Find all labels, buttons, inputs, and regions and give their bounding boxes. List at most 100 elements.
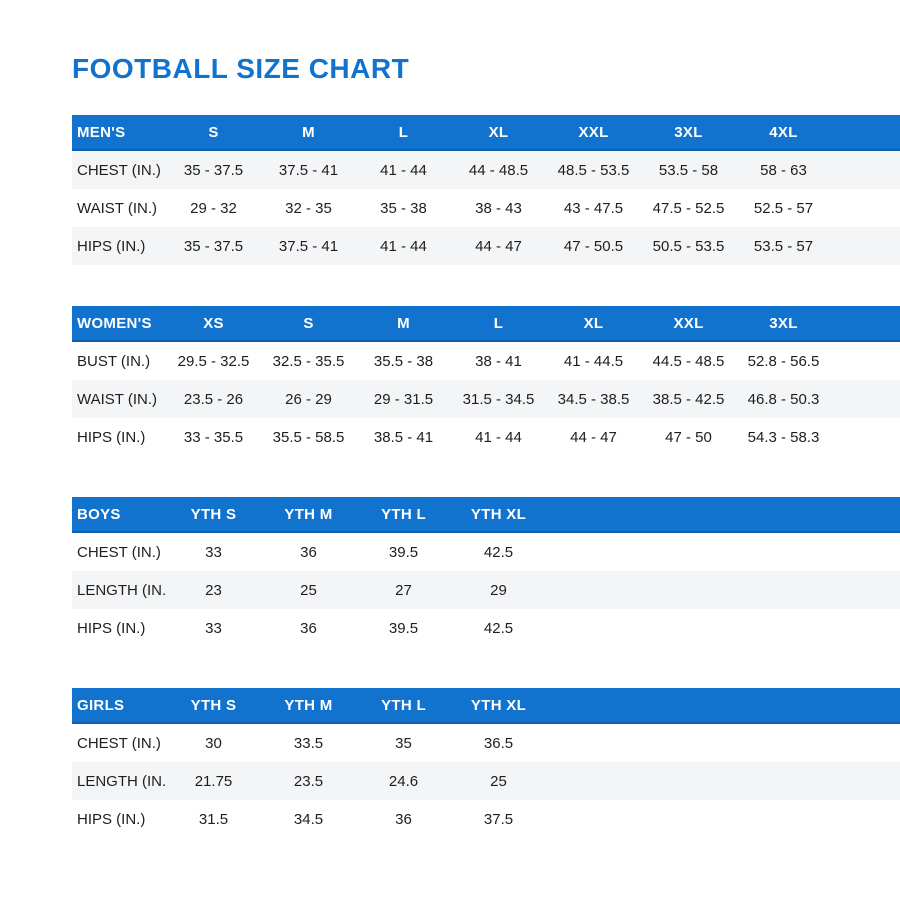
value-cell: 50.5 - 53.5 [652,237,725,255]
size-header-cell: M [302,123,315,141]
table-row: WAIST (IN.) 23.5 - 26 26 - 29 29 - 31.5 31.5… [72,380,900,418]
value-cell: 41 - 44 [475,428,522,446]
table-row: HIPS (IN.) 33 - 35.5 35.5 - 58.5 38.5 - 41 4… [72,418,900,456]
row-label: CHEST (IN.) [77,543,161,561]
value-cell: 36.5 [483,734,514,752]
table-header-row-boys: BOYS YTH S YTH M YTH L YTH XL [72,497,900,533]
value-cell: 53.5 - 57 [753,237,814,255]
size-table-mens: MEN'S S M L XL XXL 3XL 4XL CHEST (IN.) 35 - 37.5 3… [72,115,900,265]
value-cell: 58 - 63 [760,161,807,179]
value-cell: 33.5 [293,734,324,752]
value-cell: 47 - 50 [665,428,712,446]
size-header-cell: S [208,123,219,141]
table-header-row-mens: MEN'S S M L XL XXL 3XL 4XL [72,115,900,151]
value-cell: 44 - 47 [475,237,522,255]
size-header-cell: YTH XL [470,696,527,714]
value-cell: 52.5 - 57 [753,199,814,217]
value-cell: 54.3 - 58.3 [747,428,820,446]
tables-container: MEN'S S M L XL XXL 3XL 4XL CHEST (IN.) 35 - 37.5 3… [72,115,900,838]
value-cell: 29 [490,581,507,599]
row-label: HIPS (IN.) [77,810,146,828]
value-cell: 36 [300,543,317,561]
value-cell: 53.5 - 58 [658,161,719,179]
value-cell: 35.5 - 58.5 [272,428,345,446]
size-table-boys: BOYS YTH S YTH M YTH L YTH XL CHEST (IN.) 33 36… [72,497,900,647]
row-label: HIPS (IN.) [77,428,146,446]
value-cell: 44 - 48.5 [468,161,529,179]
value-cell: 41 - 44 [380,237,427,255]
row-label: LENGTH (IN.) [77,772,166,790]
value-cell: 27 [395,581,412,599]
value-cell: 38 - 41 [475,352,522,370]
value-cell: 38.5 - 42.5 [652,390,725,408]
value-cell: 31.5 - 34.5 [462,390,535,408]
value-cell: 43 - 47.5 [563,199,624,217]
value-cell: 29.5 - 32.5 [177,352,250,370]
value-cell: 41 - 44 [380,161,427,179]
value-cell: 30 [205,734,222,752]
size-header-cell: M [397,314,410,332]
value-cell: 46.8 - 50.3 [747,390,820,408]
value-cell: 48.5 - 53.5 [557,161,630,179]
row-label: CHEST (IN.) [77,734,161,752]
size-header-cell: XL [488,123,509,141]
value-cell: 36 [395,810,412,828]
table-row: CHEST (IN.) 33 36 39.5 42.5 [72,533,900,571]
value-cell: 38 - 43 [475,199,522,217]
size-header-cell: XL [583,314,604,332]
value-cell: 35.5 - 38 [373,352,434,370]
size-header-cell: 4XL [769,123,798,141]
value-cell: 44 - 47 [570,428,617,446]
value-cell: 41 - 44.5 [563,352,624,370]
table-row: HIPS (IN.) 35 - 37.5 37.5 - 41 41 - 44 44 - … [72,227,900,265]
value-cell: 37.5 [483,810,514,828]
value-cell: 37.5 - 41 [278,161,339,179]
value-cell: 35 - 37.5 [183,161,244,179]
value-cell: 31.5 [198,810,229,828]
row-label: HIPS (IN.) [77,619,146,637]
table-title-cell-boys: BOYS [77,505,121,523]
value-cell: 33 [205,543,222,561]
value-cell: 29 - 31.5 [373,390,434,408]
size-table-girls: GIRLS YTH S YTH M YTH L YTH XL CHEST (IN.) 30 3… [72,688,900,838]
table-row: CHEST (IN.) 35 - 37.5 37.5 - 41 41 - 44 44 -… [72,151,900,189]
value-cell: 39.5 [388,543,419,561]
row-label: BUST (IN.) [77,352,151,370]
row-label: HIPS (IN.) [77,237,146,255]
row-label: LENGTH (IN.) [77,581,166,599]
table-row: HIPS (IN.) 33 36 39.5 42.5 [72,609,900,647]
table-header-row-womens: WOMEN'S XS S M L XL XXL 3XL [72,306,900,342]
row-label: CHEST (IN.) [77,161,161,179]
table-row: LENGTH (IN.) 23 25 27 29 [72,571,900,609]
value-cell: 38.5 - 41 [373,428,434,446]
value-cell: 35 - 37.5 [183,237,244,255]
row-label: WAIST (IN.) [77,199,157,217]
value-cell: 47 - 50.5 [563,237,624,255]
value-cell: 35 - 38 [380,199,427,217]
value-cell: 44.5 - 48.5 [652,352,725,370]
value-cell: 24.6 [388,772,419,790]
value-cell: 25 [300,581,317,599]
table-header-row-girls: GIRLS YTH S YTH M YTH L YTH XL [72,688,900,724]
value-cell: 21.75 [194,772,233,790]
table-row: LENGTH (IN.) 21.75 23.5 24.6 25 [72,762,900,800]
size-header-cell: YTH S [190,696,237,714]
value-cell: 42.5 [483,619,514,637]
value-cell: 25 [490,772,507,790]
size-table-womens: WOMEN'S XS S M L XL XXL 3XL BUST (IN.) 29.5 - 32.… [72,306,900,456]
table-row: BUST (IN.) 29.5 - 32.5 32.5 - 35.5 35.5 - 3… [72,342,900,380]
size-header-cell: YTH L [381,696,426,714]
table-row: HIPS (IN.) 31.5 34.5 36 37.5 [72,800,900,838]
value-cell: 39.5 [388,619,419,637]
value-cell: 33 - 35.5 [183,428,244,446]
size-header-cell: YTH M [284,696,333,714]
value-cell: 23.5 [293,772,324,790]
value-cell: 29 - 32 [190,199,237,217]
value-cell: 23 [205,581,222,599]
value-cell: 23.5 - 26 [183,390,244,408]
value-cell: 32.5 - 35.5 [272,352,345,370]
size-header-cell: XXL [673,314,704,332]
size-header-cell: YTH XL [470,505,527,523]
value-cell: 34.5 - 38.5 [557,390,630,408]
